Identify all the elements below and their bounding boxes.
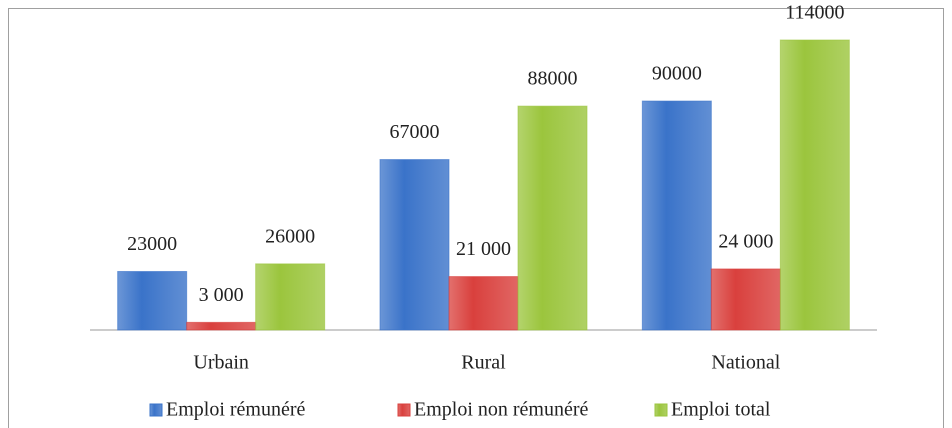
data-label: 3 000: [199, 284, 244, 306]
x-tick-label: Rural: [461, 352, 506, 374]
legend-label: Emploi total: [671, 399, 771, 421]
bar: [186, 321, 257, 331]
bar: [517, 105, 588, 331]
data-label: 26000: [265, 225, 315, 247]
bar: [255, 263, 326, 331]
data-label: 24 000: [718, 231, 773, 253]
legend-swatch: [654, 403, 668, 417]
x-tick-label: National: [711, 352, 780, 374]
data-label: 90000: [652, 63, 702, 85]
data-label: 67000: [390, 121, 440, 143]
x-tick-label: Urbain: [193, 352, 249, 374]
bar: [448, 276, 519, 331]
data-label: 21 000: [456, 238, 511, 260]
bar: [379, 159, 450, 331]
bar: [641, 100, 712, 331]
bar: [779, 39, 850, 331]
bar: [117, 270, 188, 331]
legend-label: Emploi non rémunéré: [414, 399, 589, 421]
data-label: 114000: [785, 2, 844, 24]
data-label: 88000: [528, 68, 578, 90]
bar: [710, 268, 781, 331]
data-label: 23000: [127, 233, 177, 255]
legend-swatch: [397, 403, 411, 417]
legend-label: Emploi rémunéré: [166, 399, 306, 421]
legend-swatch: [149, 403, 163, 417]
